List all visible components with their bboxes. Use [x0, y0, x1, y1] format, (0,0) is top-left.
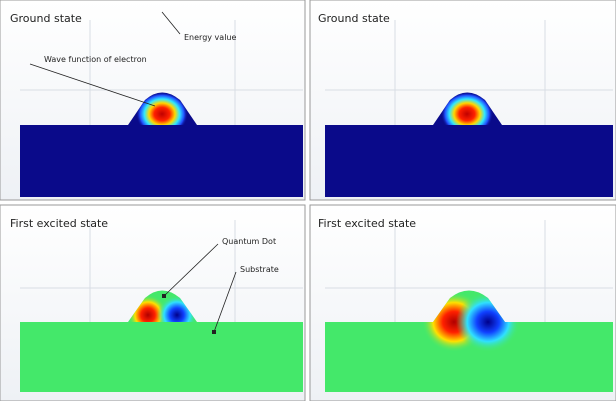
substrate — [325, 125, 613, 197]
panel-title: First excited state — [318, 217, 416, 230]
panel-title: Ground state — [10, 12, 82, 25]
panel: Ground state Energy value Wave function … — [0, 0, 306, 201]
panel: Ground state — [309, 0, 616, 201]
substrate — [20, 125, 303, 197]
annotation: Energy value — [184, 33, 236, 42]
wave-function — [441, 92, 493, 125]
panel: First excited state — [309, 204, 616, 401]
substrate — [20, 322, 303, 392]
panel: First excited state Quantum Dot Substrat… — [0, 204, 306, 401]
annotation: Substrate — [240, 265, 279, 274]
annotation: Quantum Dot — [222, 237, 276, 246]
panel-title: Ground state — [318, 12, 390, 25]
wave-function — [136, 92, 188, 125]
panel-title: First excited state — [10, 217, 108, 230]
annotation: Wave function of electron — [44, 55, 147, 64]
